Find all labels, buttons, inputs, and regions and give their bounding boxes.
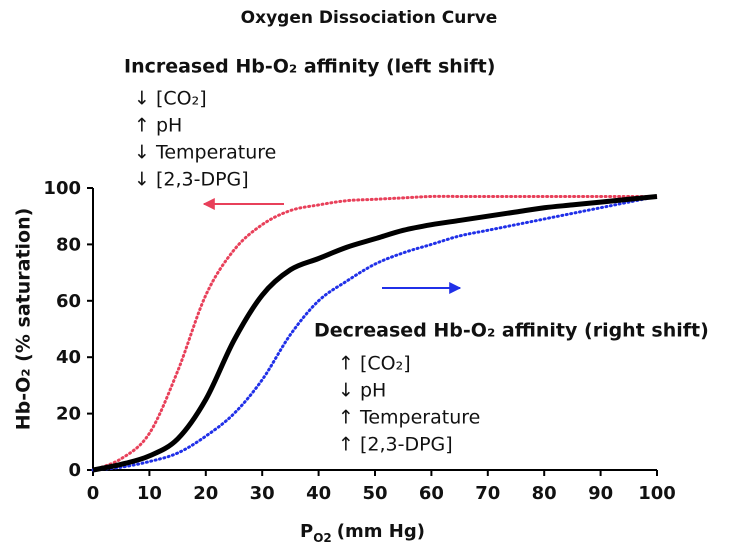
curve <box>91 194 659 472</box>
x-tick-label: 100 <box>638 483 676 504</box>
chart-title: Oxygen Dissociation Curve <box>241 8 498 28</box>
x-label-main: P <box>300 521 313 542</box>
annotation-line: ↑ [CO₂] <box>338 353 411 375</box>
x-axis-label: PO2 (mm Hg) <box>300 521 425 545</box>
x-label-unit: (mm Hg) <box>337 521 425 542</box>
x-tick-label: 80 <box>532 483 557 504</box>
x-tick-label: 70 <box>475 483 500 504</box>
y-tick-label: 20 <box>56 404 81 425</box>
curve <box>92 193 658 473</box>
x-label-sub: O2 <box>313 531 332 545</box>
y-axis-label: Hb-O₂ (% saturation) <box>13 208 35 431</box>
annotation-line: ↑ pH <box>134 115 182 137</box>
x-tick-label: 20 <box>193 483 218 504</box>
x-tick-label: 60 <box>419 483 444 504</box>
annotation-line: ↓ [CO₂] <box>134 88 207 110</box>
x-tick-label: 50 <box>362 483 387 504</box>
x-tick-label: 40 <box>306 483 331 504</box>
x-tick-label: 90 <box>588 483 613 504</box>
y-tick-label: 40 <box>56 347 81 368</box>
x-tick-label: 0 <box>87 483 100 504</box>
annotation-title: Decreased Hb-O₂ affinity (right shift) <box>314 320 709 342</box>
annotation-line: ↑ Temperature <box>338 407 480 429</box>
annotation-title: Increased Hb-O₂ affinity (left shift) <box>124 56 495 78</box>
annotation-line: ↓ [2,3-DPG] <box>134 169 249 191</box>
x-tick-label: 30 <box>250 483 275 504</box>
x-tick-label: 10 <box>137 483 162 504</box>
annotation-line: ↓ pH <box>338 380 386 402</box>
y-tick-label: 0 <box>68 460 81 481</box>
y-tick-label: 60 <box>56 291 81 312</box>
annotation-line: ↓ Temperature <box>134 142 276 164</box>
annotation-line: ↑ [2,3-DPG] <box>338 434 453 456</box>
y-tick-label: 100 <box>43 178 81 199</box>
y-tick-label: 80 <box>56 234 81 255</box>
curve <box>91 194 659 472</box>
